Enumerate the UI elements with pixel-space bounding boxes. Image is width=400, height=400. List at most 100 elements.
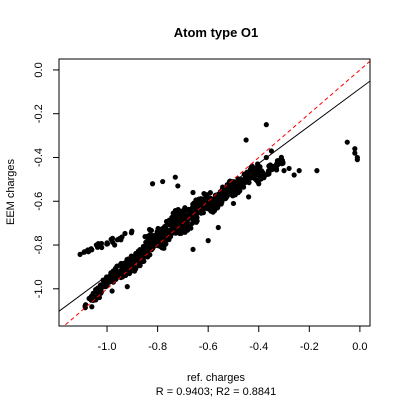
- x-tick-label: 0.0: [352, 341, 367, 353]
- data-point: [286, 165, 292, 172]
- x-tick-label: -0.6: [199, 341, 218, 353]
- stats-label: R = 0.9403; R2 = 0.8841: [156, 386, 276, 398]
- y-axis-label: EEM charges: [5, 158, 17, 225]
- data-point: [98, 240, 105, 247]
- data-point: [230, 200, 237, 207]
- y-axis: -1.0 -0.8 -0.6 -0.4 -0.2 0.0: [33, 62, 60, 298]
- data-point: [231, 190, 237, 197]
- data-point: [149, 181, 156, 187]
- data-point: [257, 164, 263, 170]
- points-layer: [77, 122, 360, 311]
- data-point: [114, 275, 120, 281]
- data-point: [190, 246, 196, 253]
- data-point: [190, 189, 196, 196]
- data-point: [354, 157, 360, 163]
- data-point: [219, 197, 225, 203]
- data-point: [263, 122, 269, 128]
- data-point: [281, 168, 287, 174]
- data-point: [193, 219, 199, 225]
- data-point: [190, 201, 196, 207]
- data-point: [198, 196, 204, 202]
- data-point: [95, 285, 101, 291]
- y-tick-label: -0.2: [33, 104, 45, 123]
- data-point: [175, 183, 181, 189]
- x-tick-label: -0.2: [300, 341, 319, 353]
- data-point: [193, 197, 199, 203]
- data-point: [77, 251, 83, 257]
- data-point: [273, 165, 280, 172]
- y-tick-label: -0.8: [33, 236, 45, 255]
- data-point: [268, 148, 274, 154]
- data-point: [256, 181, 262, 187]
- y-tick-label: -0.6: [33, 192, 45, 211]
- data-point: [170, 218, 176, 224]
- chart-title: Atom type O1: [174, 25, 259, 40]
- data-point: [158, 238, 164, 244]
- data-point: [209, 208, 215, 214]
- data-point: [252, 167, 258, 173]
- data-point: [110, 279, 116, 285]
- data-point: [276, 159, 282, 165]
- data-point: [100, 277, 106, 283]
- data-point: [181, 207, 187, 213]
- x-tick-label: -1.0: [98, 341, 117, 353]
- data-point: [178, 229, 184, 235]
- data-point: [104, 240, 110, 246]
- data-point: [136, 263, 142, 269]
- data-point: [352, 146, 358, 152]
- data-point: [188, 209, 195, 215]
- data-point: [243, 137, 249, 143]
- data-point: [146, 226, 153, 233]
- data-point: [344, 139, 350, 145]
- data-point: [314, 168, 320, 174]
- data-point: [93, 242, 99, 248]
- data-point: [220, 184, 226, 190]
- data-point: [170, 210, 176, 216]
- y-tick-label: 0.0: [33, 62, 45, 77]
- data-point: [109, 235, 116, 241]
- data-point: [184, 217, 191, 223]
- data-point: [232, 183, 238, 189]
- data-point: [165, 222, 171, 228]
- data-point: [257, 173, 263, 179]
- data-point: [352, 150, 358, 156]
- data-point: [200, 210, 207, 216]
- data-point: [174, 227, 180, 233]
- data-point: [169, 230, 175, 237]
- data-point: [267, 164, 273, 170]
- data-point: [172, 174, 178, 180]
- data-point: [160, 178, 166, 185]
- data-point: [223, 188, 229, 194]
- data-point: [128, 230, 135, 236]
- data-point: [117, 235, 123, 242]
- data-point: [240, 184, 247, 190]
- x-axis-label: ref. charges: [187, 372, 246, 384]
- data-point: [182, 224, 188, 230]
- data-point: [296, 168, 302, 174]
- data-point: [205, 238, 211, 244]
- data-point: [109, 288, 115, 294]
- data-point: [215, 199, 221, 206]
- data-point: [189, 216, 195, 222]
- data-point: [142, 234, 148, 240]
- identity-line: [63, 60, 370, 326]
- data-point: [239, 180, 245, 186]
- lines-layer: [59, 60, 370, 326]
- data-point: [86, 247, 93, 253]
- data-point: [81, 249, 88, 255]
- y-tick-label: -1.0: [33, 279, 45, 298]
- data-point: [82, 303, 88, 309]
- x-tick-label: -0.4: [249, 341, 268, 353]
- data-point: [215, 224, 221, 231]
- data-point: [112, 242, 118, 248]
- data-point: [291, 172, 297, 178]
- data-point: [152, 241, 158, 248]
- data-point: [161, 242, 167, 248]
- data-point: [99, 244, 105, 251]
- data-point: [89, 304, 95, 310]
- x-axis: -1.0 -0.8 -0.6 -0.4 -0.2 0.0: [98, 325, 368, 353]
- data-point: [124, 284, 130, 290]
- y-tick-label: -0.4: [33, 148, 45, 167]
- data-point: [246, 194, 252, 200]
- data-point: [134, 255, 140, 261]
